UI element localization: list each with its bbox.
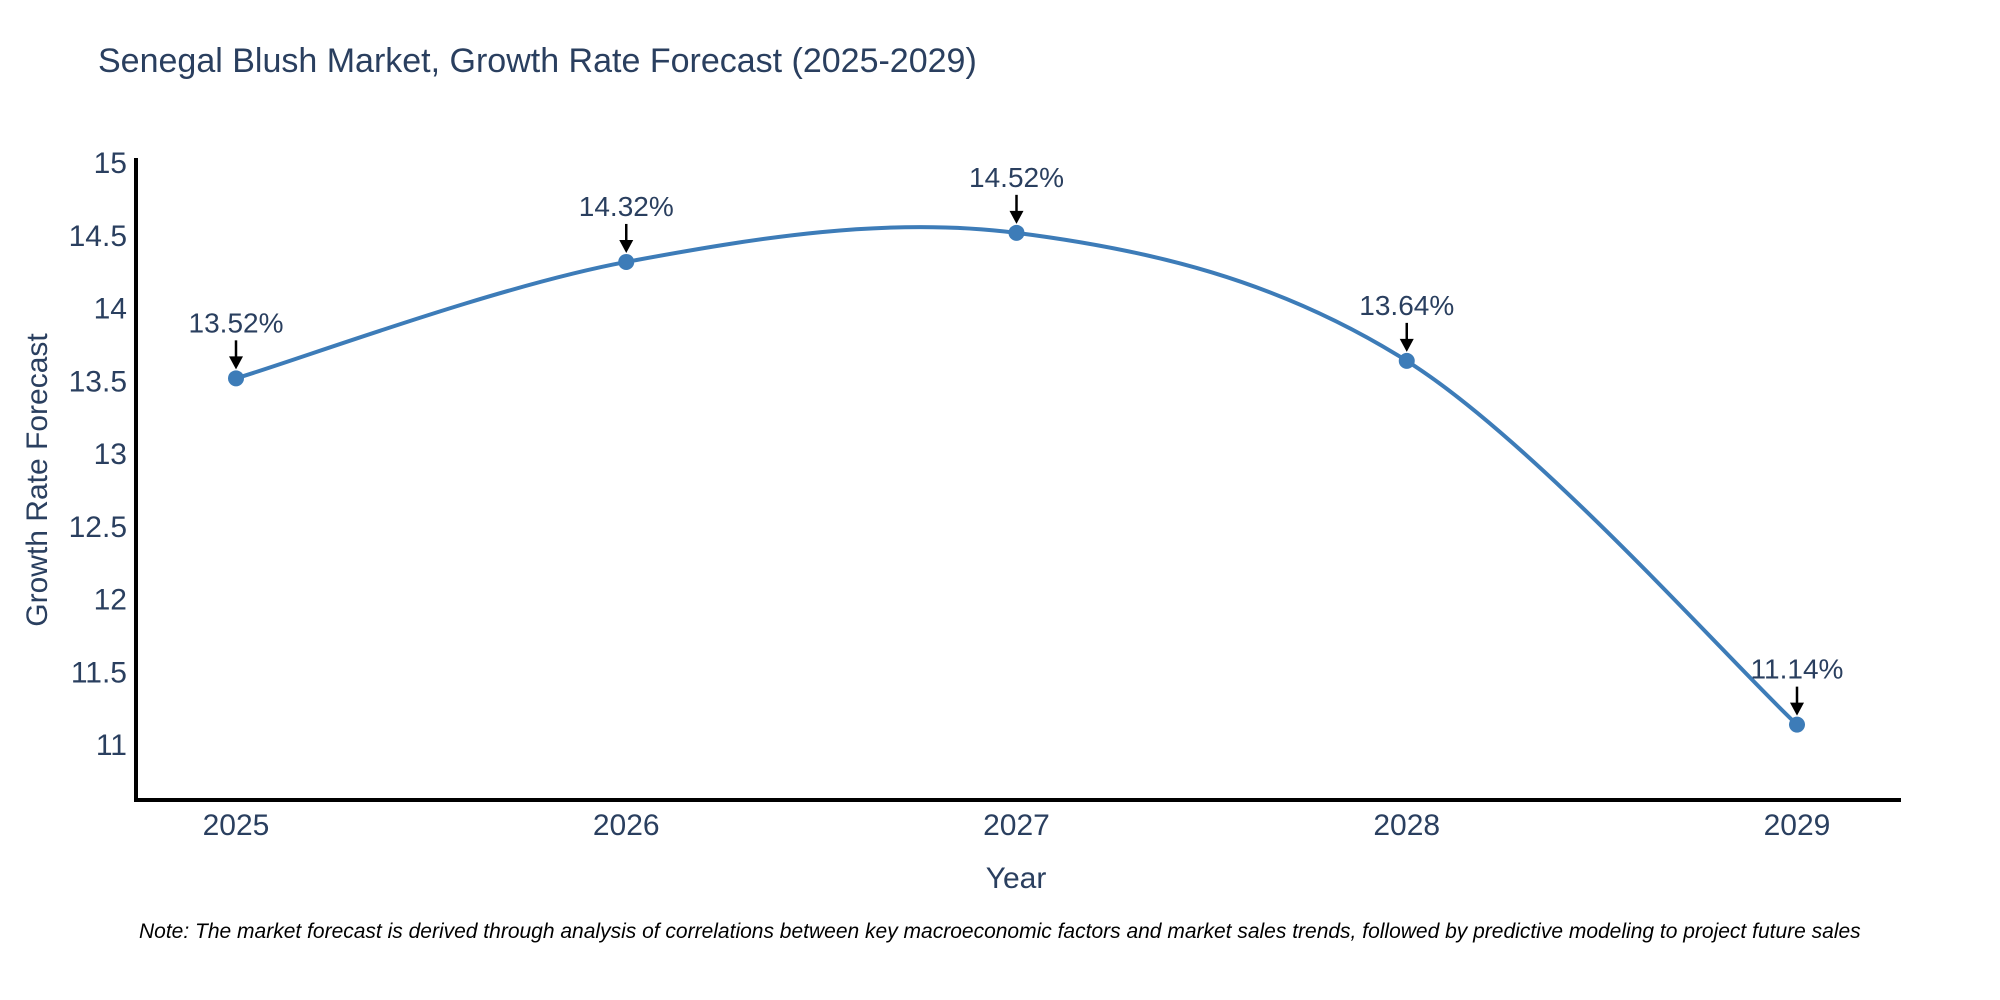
data-point-annotations: 13.52% 14.32% 14.52% 13.64% 11.14%: [189, 162, 1844, 716]
data-point-marker: [1398, 352, 1415, 369]
annotation-arrowhead-icon: [1009, 210, 1024, 224]
annotation-arrowhead-icon: [229, 356, 243, 370]
x-tick-label: 2026: [593, 809, 660, 842]
data-point-marker: [1008, 224, 1025, 241]
annotation-arrowhead-icon: [1790, 702, 1804, 716]
y-tick-label: 13.5: [69, 365, 127, 398]
annotation-arrowhead-icon: [1399, 338, 1414, 352]
footnote: Note: The market forecast is derived thr…: [139, 920, 1861, 943]
x-tick-label: 2025: [203, 809, 270, 842]
x-axis-title: Year: [985, 862, 1047, 895]
axes: [134, 158, 1901, 802]
x-tick-label: 2028: [1373, 809, 1440, 842]
x-tick-label: 2027: [983, 809, 1050, 842]
data-point-markers: [228, 224, 1805, 733]
forecast-spline: [235, 225, 1799, 727]
y-tick-label: 12.5: [69, 511, 127, 544]
forecast-line-series: [235, 225, 1799, 727]
y-axis-tick-labels: 15 14.5 14 13.5 13 12.5 12 11.5 11: [69, 147, 127, 762]
chart-title: Senegal Blush Market, Growth Rate Foreca…: [98, 42, 977, 80]
y-tick-label: 13: [94, 438, 127, 471]
y-tick-label: 15: [94, 147, 127, 180]
y-tick-label: 12: [94, 584, 127, 617]
data-point-marker: [1789, 716, 1805, 733]
y-tick-label: 11.5: [71, 656, 127, 689]
data-point-marker: [618, 253, 635, 270]
data-point-marker: [228, 370, 244, 387]
data-point-label: 13.64%: [1359, 290, 1454, 321]
y-tick-label: 11: [96, 729, 127, 762]
data-point-label: 14.52%: [969, 162, 1064, 193]
data-point-label: 11.14%: [1751, 654, 1844, 685]
data-point-label: 14.32%: [579, 191, 674, 222]
annotation-arrowhead-icon: [619, 239, 634, 253]
x-axis-tick-labels: 2025 2026 2027 2028 2029: [203, 809, 1831, 842]
data-point-label: 13.52%: [189, 307, 284, 338]
x-tick-label: 2029: [1764, 809, 1831, 842]
y-tick-label: 14: [94, 293, 127, 326]
y-tick-label: 14.5: [69, 220, 127, 253]
